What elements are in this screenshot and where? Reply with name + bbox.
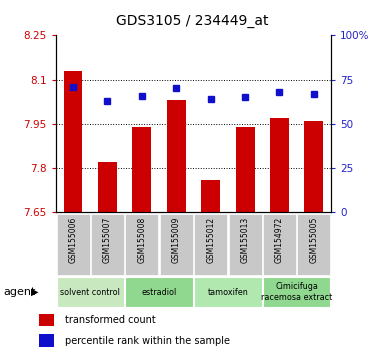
Bar (38, 314, 54, 326)
Bar (236, 127, 254, 212)
Bar (57, 214, 90, 275)
Bar (91, 214, 124, 275)
Bar (64, 71, 82, 212)
Bar (297, 214, 330, 275)
Text: GSM155012: GSM155012 (206, 217, 215, 263)
Bar (160, 214, 193, 275)
Bar (57, 277, 124, 307)
Text: GDS3105 / 234449_at: GDS3105 / 234449_at (116, 14, 269, 28)
Bar (263, 214, 296, 275)
Bar (167, 100, 186, 212)
Text: GSM155009: GSM155009 (172, 217, 181, 263)
Text: GSM155007: GSM155007 (103, 217, 112, 263)
Text: GSM155005: GSM155005 (310, 217, 318, 263)
Text: Cimicifuga
racemosa extract: Cimicifuga racemosa extract (261, 282, 332, 302)
Bar (263, 277, 330, 307)
Text: GSM154972: GSM154972 (275, 217, 284, 263)
Text: agent: agent (4, 287, 36, 297)
Text: GSM155013: GSM155013 (241, 217, 249, 263)
Bar (194, 214, 227, 275)
Text: GSM155006: GSM155006 (69, 217, 77, 263)
Bar (126, 277, 193, 307)
Bar (38, 334, 54, 347)
Text: tamoxifen: tamoxifen (208, 287, 248, 297)
Bar (201, 180, 220, 212)
Text: solvent control: solvent control (60, 287, 120, 297)
Bar (126, 214, 158, 275)
Bar (229, 214, 261, 275)
Bar (194, 277, 261, 307)
Text: ▶: ▶ (31, 287, 38, 297)
Bar (98, 162, 117, 212)
Bar (270, 118, 289, 212)
Text: transformed count: transformed count (65, 315, 156, 325)
Bar (305, 121, 323, 212)
Bar (132, 127, 151, 212)
Text: estradiol: estradiol (141, 287, 177, 297)
Text: GSM155008: GSM155008 (137, 217, 146, 263)
Text: percentile rank within the sample: percentile rank within the sample (65, 336, 231, 346)
